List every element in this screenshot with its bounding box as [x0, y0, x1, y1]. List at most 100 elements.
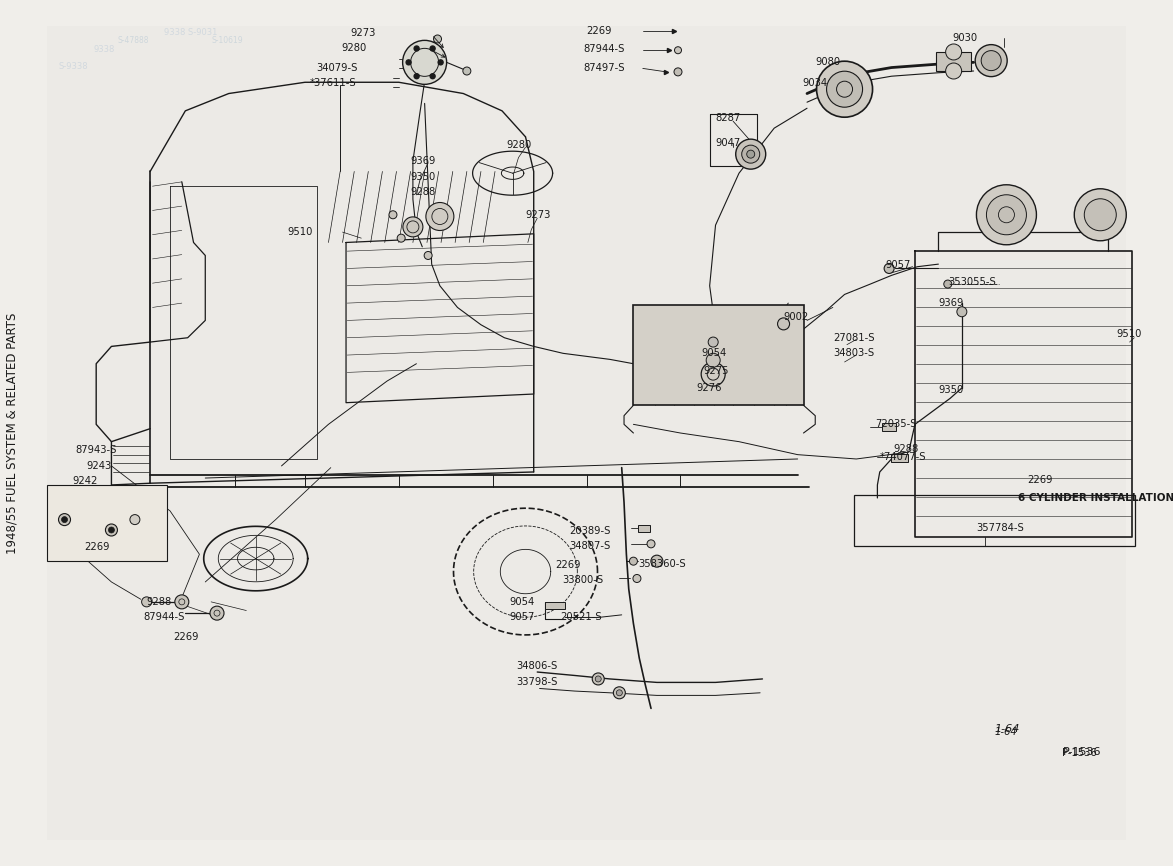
Circle shape: [61, 517, 68, 522]
Text: 9350: 9350: [411, 171, 436, 182]
Text: *37611-S: *37611-S: [310, 78, 357, 88]
Bar: [638, 525, 650, 532]
Text: 9510: 9510: [1117, 329, 1143, 339]
Circle shape: [142, 597, 151, 607]
Bar: [891, 454, 908, 462]
Circle shape: [981, 50, 1002, 71]
Circle shape: [463, 67, 470, 75]
Circle shape: [957, 307, 967, 317]
Text: 34079-S: 34079-S: [317, 62, 358, 73]
Text: 9080: 9080: [815, 57, 840, 68]
Text: 9288: 9288: [894, 443, 920, 454]
Text: 9047: 9047: [716, 138, 741, 148]
Circle shape: [633, 574, 640, 583]
Text: 9002: 9002: [784, 312, 809, 322]
Text: 9288: 9288: [147, 597, 172, 607]
Text: 9242: 9242: [73, 476, 99, 487]
Circle shape: [108, 527, 115, 533]
Circle shape: [816, 61, 873, 117]
Text: 34807-S: 34807-S: [569, 541, 610, 552]
Text: S-47888: S-47888: [117, 36, 149, 45]
FancyBboxPatch shape: [633, 305, 804, 405]
Text: 34806-S: 34806-S: [516, 661, 557, 671]
Text: 1948/55 FUEL SYSTEM & RELATED PARTS: 1948/55 FUEL SYSTEM & RELATED PARTS: [6, 313, 19, 553]
Text: 9280: 9280: [341, 43, 367, 54]
Circle shape: [616, 690, 623, 695]
Text: 9350: 9350: [938, 385, 964, 395]
Text: 87944-S: 87944-S: [143, 612, 184, 623]
Circle shape: [741, 145, 760, 163]
Circle shape: [674, 47, 682, 54]
Circle shape: [434, 35, 441, 43]
Bar: [545, 602, 565, 609]
Circle shape: [430, 74, 435, 79]
Circle shape: [106, 524, 117, 536]
Text: 9280: 9280: [507, 140, 533, 151]
Circle shape: [1074, 189, 1126, 241]
Text: P-1536: P-1536: [1062, 748, 1097, 759]
Text: 2269: 2269: [84, 542, 110, 553]
Text: 9034: 9034: [802, 78, 827, 88]
Bar: [882, 423, 896, 431]
Circle shape: [592, 673, 604, 685]
Text: 9338: 9338: [94, 45, 115, 54]
Circle shape: [701, 362, 725, 386]
Text: 27081-S: 27081-S: [833, 333, 874, 343]
Circle shape: [706, 353, 720, 367]
Text: 358360-S: 358360-S: [638, 559, 686, 569]
Text: S-9338: S-9338: [59, 62, 88, 71]
Text: 20389-S: 20389-S: [569, 526, 610, 536]
Text: 9054: 9054: [701, 348, 727, 359]
Text: 9057: 9057: [509, 612, 535, 623]
Text: 2269: 2269: [555, 559, 581, 570]
Text: 9273: 9273: [351, 28, 377, 38]
Text: 9030: 9030: [952, 33, 977, 43]
Bar: [854, 495, 1135, 546]
Circle shape: [398, 234, 405, 242]
Text: 34803-S: 34803-S: [833, 348, 874, 359]
Text: 2269: 2269: [586, 26, 612, 36]
Circle shape: [647, 540, 655, 548]
Text: 33798-S: 33798-S: [516, 677, 557, 688]
Text: 72035-S: 72035-S: [875, 419, 916, 430]
Text: 6 CYLINDER INSTALLATION: 6 CYLINDER INSTALLATION: [1018, 493, 1173, 503]
Bar: [936, 52, 971, 71]
Text: 9369: 9369: [938, 298, 964, 308]
Circle shape: [426, 203, 454, 230]
Circle shape: [175, 595, 189, 609]
Text: 20521-S: 20521-S: [561, 611, 602, 622]
Circle shape: [778, 318, 789, 330]
Circle shape: [827, 71, 862, 107]
Text: 87943-S: 87943-S: [75, 445, 116, 456]
Circle shape: [674, 68, 682, 76]
Text: 9276: 9276: [697, 383, 723, 393]
Circle shape: [130, 514, 140, 525]
Circle shape: [425, 251, 432, 260]
Text: S-10619: S-10619: [211, 36, 243, 45]
Circle shape: [651, 555, 663, 567]
Text: 9275: 9275: [704, 365, 730, 376]
Circle shape: [406, 60, 411, 65]
Text: 1-64: 1-64: [995, 727, 1017, 737]
Text: 9369: 9369: [411, 156, 436, 166]
Circle shape: [210, 606, 224, 620]
Circle shape: [1084, 199, 1117, 230]
Circle shape: [389, 210, 396, 219]
Text: 9243: 9243: [87, 461, 113, 471]
Text: 8287: 8287: [716, 113, 741, 123]
Text: 357784-S: 357784-S: [976, 523, 1024, 533]
Circle shape: [414, 74, 419, 79]
Circle shape: [595, 676, 602, 682]
Circle shape: [945, 44, 962, 60]
Text: 9338 S-9031: 9338 S-9031: [164, 28, 218, 36]
Circle shape: [402, 41, 447, 84]
Circle shape: [945, 63, 962, 79]
Circle shape: [630, 557, 637, 565]
Circle shape: [59, 514, 70, 526]
Circle shape: [430, 46, 435, 51]
Circle shape: [986, 195, 1026, 235]
Text: 2269: 2269: [1028, 475, 1053, 485]
Circle shape: [975, 45, 1008, 76]
Bar: [47, 485, 167, 561]
Text: P-1536: P-1536: [1063, 746, 1101, 757]
